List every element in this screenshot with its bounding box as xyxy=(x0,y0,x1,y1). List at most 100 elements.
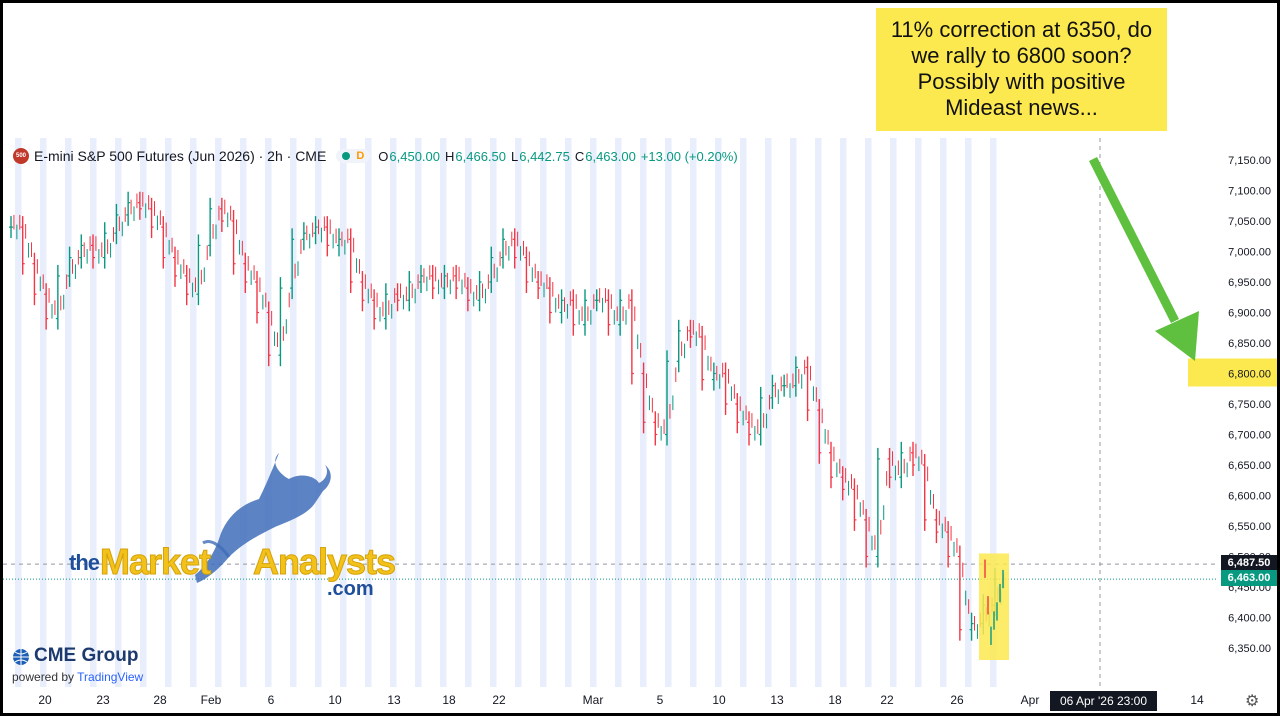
session-band xyxy=(415,138,422,687)
session-band xyxy=(590,138,597,687)
price-tick-label: 7,050.00 xyxy=(1228,216,1271,228)
change-value: +13.00 (+0.20%) xyxy=(640,148,738,164)
session-band xyxy=(365,138,372,687)
logo-market: Market xyxy=(99,541,211,583)
session-band xyxy=(765,138,772,687)
annotation-callout: 11% correction at 6350, do we rally to 6… xyxy=(876,8,1167,131)
price-tick-label: 6,850.00 xyxy=(1228,338,1271,350)
last-price-tag: 6,463.00 xyxy=(1221,570,1277,586)
open-label: O xyxy=(378,148,389,164)
low-label: L xyxy=(511,148,519,164)
session-band xyxy=(465,138,472,687)
session-band xyxy=(815,138,822,687)
session-band xyxy=(715,138,722,687)
session-band xyxy=(940,138,947,687)
price-tick-label: 6,350.00 xyxy=(1228,643,1271,655)
time-tick-label: Apr xyxy=(1021,693,1040,707)
session-band xyxy=(215,138,222,687)
session-band xyxy=(915,138,922,687)
session-band xyxy=(990,138,997,687)
price-tick-label: 7,150.00 xyxy=(1228,155,1271,167)
time-tick-label: 22 xyxy=(880,693,894,707)
price-tick-label: 7,100.00 xyxy=(1228,186,1271,198)
green-arrow-icon xyxy=(1088,156,1199,361)
chart-frame: 7,150.00 7,100.00 7,050.00 7,000.00 6,950.00… xyxy=(3,3,1277,713)
logo-com: .com xyxy=(327,578,374,600)
session-band xyxy=(115,138,122,687)
session-band xyxy=(615,138,622,687)
session-band xyxy=(890,138,897,687)
session-band xyxy=(565,138,572,687)
target-price-label: 6,800.00 xyxy=(1228,369,1271,381)
price-tick-label: 6,550.00 xyxy=(1228,521,1271,533)
status-pill[interactable]: D xyxy=(336,149,371,163)
session-band xyxy=(140,138,147,687)
arrow-shaft xyxy=(1088,156,1180,324)
time-tick-label: 10 xyxy=(328,693,342,707)
symbol-title[interactable]: E-mini S&P 500 Futures (Jun 2026) · 2h ·… xyxy=(34,148,327,164)
session-band xyxy=(965,138,972,687)
session-band xyxy=(340,138,347,687)
session-band xyxy=(90,138,97,687)
symbol-badge[interactable]: 500 xyxy=(13,148,29,164)
time-tick-label: 6 xyxy=(268,693,275,707)
market-status-dot-icon xyxy=(342,152,351,160)
session-band xyxy=(840,138,847,687)
session-band xyxy=(490,138,497,687)
crosshair-date-tag: 06 Apr '26 23:00 xyxy=(1050,691,1157,711)
bull-icon xyxy=(195,453,331,583)
time-tick-label: 28 xyxy=(153,693,167,707)
callout-line: 11% correction at 6350, do xyxy=(890,17,1153,42)
high-label: H xyxy=(445,148,455,164)
session-band xyxy=(515,138,522,687)
price-tick-label: 6,900.00 xyxy=(1228,308,1271,320)
callout-line: Mideast news... xyxy=(945,95,1098,120)
high-value: 6,466.50 xyxy=(455,148,506,164)
price-tick-label: 6,700.00 xyxy=(1228,430,1271,442)
powered-prefix: powered by xyxy=(12,670,75,684)
logo-the: the xyxy=(69,550,100,575)
settings-gear-icon[interactable]: ⚙ xyxy=(1245,693,1260,710)
session-band xyxy=(190,138,197,687)
cme-group-name: CME Group xyxy=(34,645,139,666)
time-tick-label: Feb xyxy=(201,693,222,707)
session-band xyxy=(240,138,247,687)
time-tick-label: 20 xyxy=(38,693,52,707)
time-tick-label: 10 xyxy=(712,693,726,707)
arrow-head xyxy=(1155,311,1199,361)
session-band xyxy=(40,138,47,687)
time-tick-label: 18 xyxy=(828,693,842,707)
time-tick-label: 23 xyxy=(96,693,110,707)
session-band xyxy=(390,138,397,687)
low-value: 6,442.75 xyxy=(519,148,570,164)
symbol-legend: 500 E-mini S&P 500 Futures (Jun 2026) · … xyxy=(13,146,743,166)
session-band xyxy=(65,138,72,687)
price-tick-label: 6,650.00 xyxy=(1228,460,1271,472)
close-value: 6,463.00 xyxy=(585,148,636,164)
price-tick-label: 6,950.00 xyxy=(1228,277,1271,289)
time-tick-label: 13 xyxy=(387,693,401,707)
session-band xyxy=(540,138,547,687)
callout-line: Possibly with positive xyxy=(917,69,1126,94)
powered-by: powered by TradingView xyxy=(12,670,143,684)
time-tick-label: 18 xyxy=(442,693,456,707)
time-tick-label: Mar xyxy=(583,693,604,707)
interval-letter: D xyxy=(356,150,365,162)
session-band xyxy=(15,138,22,687)
time-tick-label: 5 xyxy=(657,693,664,707)
cme-globe-icon xyxy=(13,649,29,665)
price-tick-label: 6,400.00 xyxy=(1228,613,1271,625)
callout-line: we rally to 6800 soon? xyxy=(911,43,1132,68)
session-band xyxy=(265,138,272,687)
session-band xyxy=(165,138,172,687)
target-price-highlight xyxy=(1188,358,1277,387)
price-tick-label: 6,600.00 xyxy=(1228,491,1271,503)
price-chart[interactable]: 7,150.00 7,100.00 7,050.00 7,000.00 6,950.00… xyxy=(3,3,1277,713)
session-band xyxy=(440,138,447,687)
session-band xyxy=(665,138,672,687)
session-band xyxy=(790,138,797,687)
session-band xyxy=(315,138,322,687)
session-band xyxy=(690,138,697,687)
time-tick-label: 13 xyxy=(770,693,784,707)
price-tick-label: 6,750.00 xyxy=(1228,399,1271,411)
